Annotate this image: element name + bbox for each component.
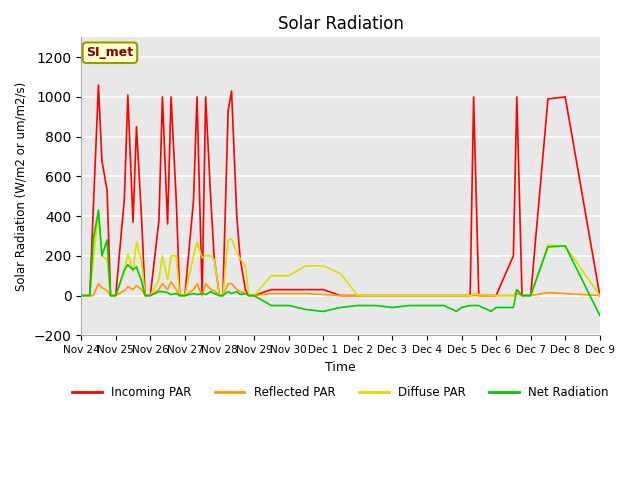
Incoming PAR — [522, 293, 529, 299]
Diffuse PAR — [522, 293, 529, 299]
Reflected PAR — [522, 293, 529, 299]
Reflected PAR — [120, 288, 128, 293]
Diffuse PAR — [216, 293, 223, 299]
Incoming PAR — [132, 124, 140, 130]
Line: Reflected PAR: Reflected PAR — [81, 282, 600, 296]
Incoming PAR — [95, 82, 102, 88]
Diffuse PAR — [132, 239, 140, 245]
Reflected PAR — [77, 293, 85, 299]
Line: Diffuse PAR: Diffuse PAR — [81, 212, 600, 296]
Reflected PAR — [167, 279, 175, 285]
Diffuse PAR — [124, 251, 132, 257]
Net Radiation — [596, 312, 604, 318]
Incoming PAR — [228, 88, 236, 94]
Net Radiation — [124, 262, 132, 268]
Reflected PAR — [216, 293, 223, 299]
Title: Solar Radiation: Solar Radiation — [278, 15, 403, 33]
Legend: Incoming PAR, Reflected PAR, Diffuse PAR, Net Radiation: Incoming PAR, Reflected PAR, Diffuse PAR… — [67, 382, 614, 404]
Diffuse PAR — [458, 293, 465, 299]
Diffuse PAR — [228, 236, 236, 242]
Net Radiation — [77, 293, 85, 299]
Reflected PAR — [596, 293, 604, 299]
Line: Incoming PAR: Incoming PAR — [81, 85, 600, 296]
Text: SI_met: SI_met — [86, 46, 134, 59]
X-axis label: Time: Time — [325, 360, 356, 373]
Diffuse PAR — [596, 293, 604, 299]
Incoming PAR — [596, 293, 604, 299]
Incoming PAR — [124, 92, 132, 98]
Y-axis label: Solar Radiation (W/m2 or um/m2/s): Solar Radiation (W/m2 or um/m2/s) — [15, 82, 28, 291]
Net Radiation — [132, 264, 140, 270]
Incoming PAR — [458, 293, 465, 299]
Incoming PAR — [216, 293, 223, 299]
Net Radiation — [228, 291, 236, 297]
Net Radiation — [458, 305, 465, 311]
Reflected PAR — [129, 287, 137, 292]
Reflected PAR — [458, 293, 465, 299]
Diffuse PAR — [77, 293, 85, 299]
Line: Net Radiation: Net Radiation — [81, 210, 600, 315]
Reflected PAR — [228, 281, 236, 287]
Net Radiation — [216, 293, 223, 299]
Net Radiation — [522, 293, 529, 299]
Net Radiation — [95, 207, 102, 213]
Diffuse PAR — [95, 209, 102, 215]
Incoming PAR — [77, 293, 85, 299]
